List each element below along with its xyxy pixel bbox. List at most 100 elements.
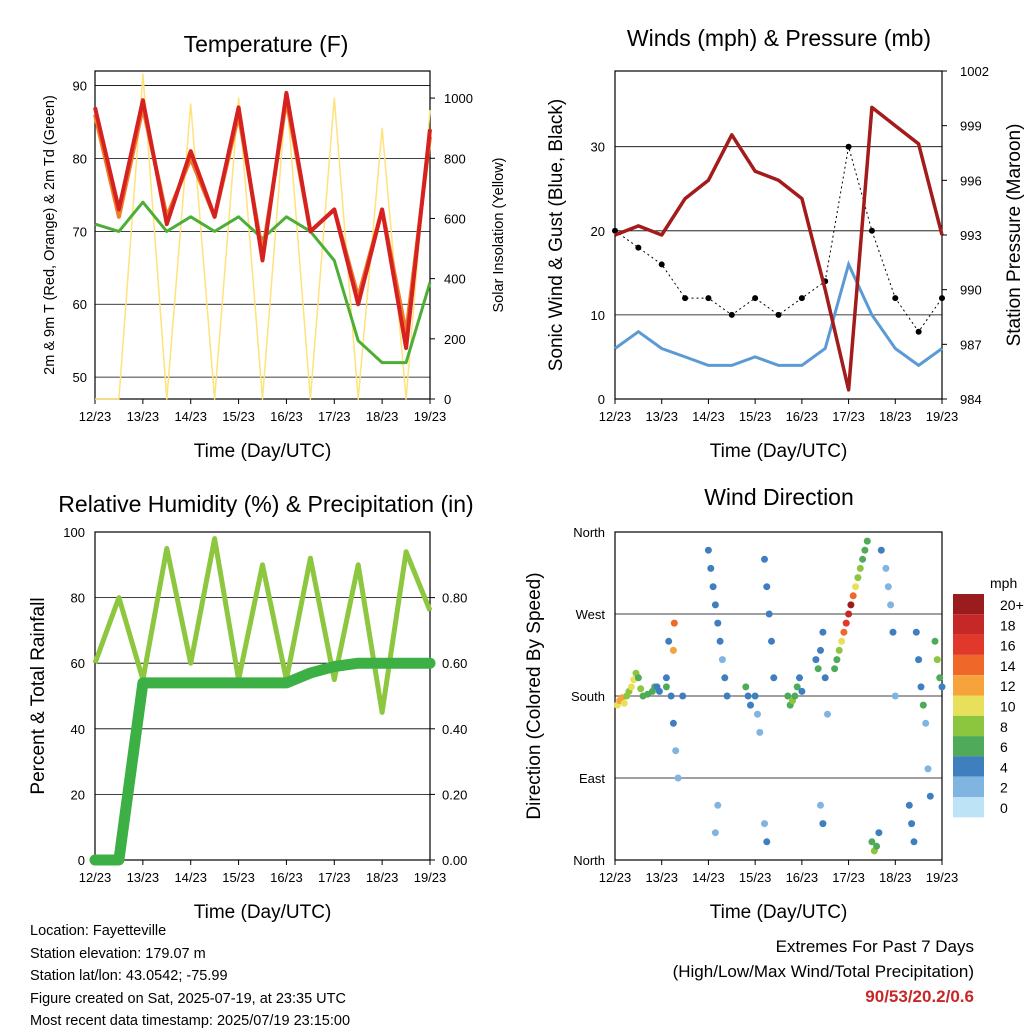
panel-3: Relative Humidity (%) & Precipitation (i…	[28, 491, 474, 923]
direction-point	[634, 674, 642, 682]
direction-point	[936, 674, 944, 682]
gust-point	[868, 227, 875, 234]
direction-point	[931, 637, 939, 645]
panel-title: Wind Direction	[704, 484, 854, 510]
x-tick-label: 12/23	[599, 870, 632, 885]
y-tick-label: 0	[598, 392, 605, 407]
x-tick-label: 14/23	[174, 409, 207, 424]
legend-label: 2	[1000, 780, 1008, 796]
direction-point	[887, 601, 895, 609]
y-axis-label: Sonic Wind & Gust (Blue, Black)	[546, 99, 567, 371]
legend-swatch	[953, 776, 984, 797]
direction-point	[819, 820, 827, 828]
direction-point	[852, 583, 860, 591]
y-tick-label: 20	[591, 224, 605, 239]
x-tick-label: 15/23	[739, 409, 772, 424]
direction-point	[744, 692, 752, 700]
direction-point	[919, 701, 927, 709]
x-axis-label: Time (Day/UTC)	[710, 902, 848, 923]
legend-swatch	[953, 695, 984, 716]
direction-point	[842, 619, 850, 627]
direction-point	[824, 710, 831, 718]
direction-point	[821, 674, 829, 682]
direction-point	[884, 583, 892, 591]
y2-tick-label: 0.60	[442, 656, 467, 671]
y2-tick-label: 0.20	[442, 787, 467, 802]
direction-point	[793, 683, 801, 691]
legend-label: 4	[1000, 759, 1008, 775]
x-tick-label: 16/23	[786, 870, 819, 885]
gust-point	[939, 295, 945, 302]
x-tick-label: 18/23	[879, 870, 912, 885]
y2-tick-label: 999	[960, 119, 982, 134]
y2-tick-label: 984	[960, 392, 982, 407]
direction-point	[840, 628, 848, 636]
direction-point	[662, 674, 670, 682]
location-text: Location: Fayetteville	[30, 923, 167, 939]
direction-point	[742, 683, 750, 691]
solar-series	[95, 73, 431, 400]
direction-point	[761, 555, 768, 563]
x-tick-label: 19/23	[414, 409, 447, 424]
y2-tick-label: 0.80	[442, 591, 467, 606]
direction-point	[747, 701, 754, 709]
legend-swatch	[953, 736, 984, 757]
direction-point	[655, 687, 663, 695]
legend-swatch	[953, 614, 984, 635]
x-tick-label: 12/23	[599, 409, 632, 424]
y2-tick-label: 1002	[960, 64, 989, 79]
y2-tick-label: 1000	[444, 91, 473, 106]
direction-point	[674, 774, 682, 782]
direction-point	[718, 656, 726, 664]
y2-tick-label: 200	[444, 332, 466, 347]
direction-point	[627, 683, 635, 691]
direction-point	[861, 546, 869, 554]
y-axis-label: Percent & Total Rainfall	[28, 597, 49, 794]
panel-title: Relative Humidity (%) & Precipitation (i…	[58, 491, 473, 517]
direction-point	[838, 637, 846, 645]
y-axis-label: 2m & 9m T (Red, Orange) & 2m Td (Green)	[42, 95, 58, 375]
direction-point	[845, 610, 853, 618]
y-tick-label: North	[573, 525, 605, 540]
direction-point	[669, 719, 677, 727]
direction-point	[910, 838, 918, 846]
direction-point	[831, 665, 839, 673]
x-tick-label: 17/23	[832, 870, 865, 885]
direction-point	[908, 820, 916, 828]
direction-point	[933, 656, 941, 664]
y2-tick-label: 400	[444, 272, 466, 287]
y-tick-label: 40	[71, 722, 85, 737]
y-tick-label: 60	[73, 297, 87, 312]
legend-label: 12	[1000, 678, 1016, 694]
direction-point	[784, 692, 792, 700]
panel-title: Winds (mph) & Pressure (mb)	[627, 25, 931, 51]
direction-point	[709, 583, 717, 591]
direction-point	[679, 692, 687, 700]
direction-point	[922, 719, 930, 727]
station-info: Location: Fayetteville Station elevation…	[30, 920, 350, 1033]
x-tick-label: 12/23	[79, 870, 112, 885]
y-tick-label: 0	[78, 853, 85, 868]
y2-tick-label: 0.00	[442, 853, 467, 868]
y-tick-label: 70	[73, 224, 87, 239]
direction-point	[751, 692, 759, 700]
panel-2: Winds (mph) & Pressure (mb) 12/23 13/23 14/…	[546, 25, 1024, 462]
wind-series	[614, 260, 943, 368]
direction-point	[915, 656, 923, 664]
x-tick-label: 15/23	[222, 870, 255, 885]
direction-point	[882, 564, 890, 572]
y-axis-label: Direction (Colored By Speed)	[524, 572, 545, 819]
direction-point	[814, 665, 822, 673]
direction-point	[665, 637, 673, 645]
x-tick-label: 18/23	[366, 409, 399, 424]
direction-point	[765, 610, 773, 618]
x-tick-label: 14/23	[692, 409, 725, 424]
direction-point	[938, 683, 946, 691]
x-axis-label: Time (Day/UTC)	[194, 902, 332, 923]
x-tick-label: 19/23	[926, 409, 959, 424]
direction-point	[849, 592, 857, 600]
x-tick-label: 14/23	[692, 870, 725, 885]
x-tick-label: 18/23	[879, 409, 912, 424]
direction-point	[770, 674, 778, 682]
x-tick-label: 17/23	[832, 409, 865, 424]
